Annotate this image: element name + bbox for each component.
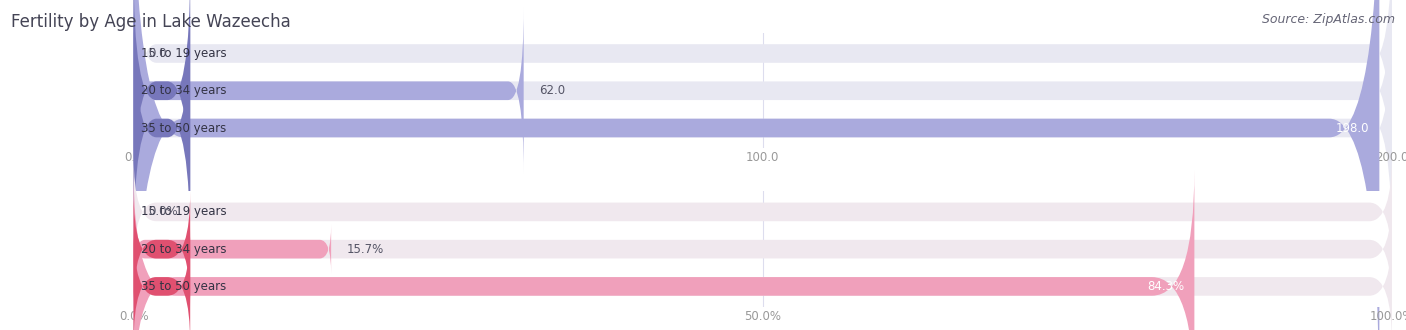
Text: 20 to 34 years: 20 to 34 years xyxy=(141,84,226,97)
FancyBboxPatch shape xyxy=(134,3,190,253)
FancyBboxPatch shape xyxy=(134,170,1194,330)
Text: 84.3%: 84.3% xyxy=(1147,280,1184,293)
FancyBboxPatch shape xyxy=(134,8,523,174)
Text: 15 to 19 years: 15 to 19 years xyxy=(141,47,226,60)
FancyBboxPatch shape xyxy=(134,0,1392,178)
Text: 20 to 34 years: 20 to 34 years xyxy=(141,243,226,256)
Text: 198.0: 198.0 xyxy=(1336,121,1369,135)
FancyBboxPatch shape xyxy=(134,0,190,215)
Text: 35 to 50 years: 35 to 50 years xyxy=(141,280,226,293)
FancyBboxPatch shape xyxy=(134,154,1392,270)
FancyBboxPatch shape xyxy=(134,3,1392,253)
FancyBboxPatch shape xyxy=(134,229,1392,330)
Text: Source: ZipAtlas.com: Source: ZipAtlas.com xyxy=(1261,13,1395,26)
FancyBboxPatch shape xyxy=(134,229,190,330)
Text: 0.0: 0.0 xyxy=(149,47,167,60)
Text: 35 to 50 years: 35 to 50 years xyxy=(141,121,226,135)
Text: 62.0: 62.0 xyxy=(538,84,565,97)
FancyBboxPatch shape xyxy=(134,0,1392,215)
Text: 15.7%: 15.7% xyxy=(346,243,384,256)
FancyBboxPatch shape xyxy=(134,0,1379,330)
Text: Fertility by Age in Lake Wazeecha: Fertility by Age in Lake Wazeecha xyxy=(11,13,291,31)
Text: 15 to 19 years: 15 to 19 years xyxy=(141,205,226,218)
FancyBboxPatch shape xyxy=(134,191,1392,307)
Text: 0.0%: 0.0% xyxy=(149,205,179,218)
FancyBboxPatch shape xyxy=(134,191,190,307)
FancyBboxPatch shape xyxy=(134,225,332,273)
